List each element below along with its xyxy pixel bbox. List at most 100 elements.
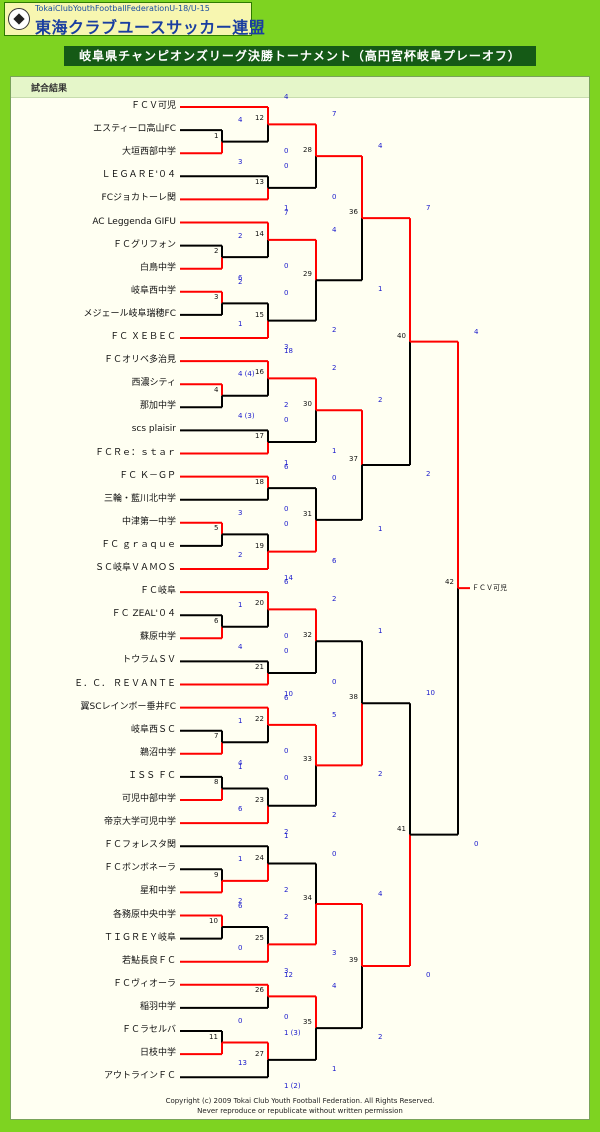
team-name[interactable]: トウラムＳＶ <box>122 655 176 666</box>
match-score: 7 <box>332 110 337 119</box>
match-score: 5 <box>332 710 337 719</box>
match-number: 3 <box>214 293 219 302</box>
match-number: 22 <box>255 714 264 723</box>
match-score: 1 <box>238 601 243 610</box>
match-number: 25 <box>255 934 264 943</box>
match-number: 33 <box>303 755 312 764</box>
team-name[interactable]: Ｅ．Ｃ． ＲＥＶＡＮＴＥ <box>74 678 176 689</box>
team-name[interactable]: エスティーロ高山FC <box>93 124 176 135</box>
match-score: 2 <box>426 470 431 479</box>
match-number: 34 <box>303 893 312 902</box>
team-name[interactable]: ＬＥＧＡＲＥ'０４ <box>101 170 176 181</box>
team-name[interactable]: ＴＩＧＲＥＹ岐阜 <box>103 932 176 943</box>
match-number: 6 <box>214 616 219 625</box>
match-score: 1 <box>238 716 243 725</box>
team-name[interactable]: ＦＣラセルバ <box>121 1025 176 1035</box>
match-score: 0 <box>284 647 289 656</box>
champion-label: ＦＣＶ可児 <box>472 584 507 593</box>
team-name[interactable]: 各務原中央中学 <box>112 909 176 920</box>
team-name[interactable]: 星和中学 <box>139 886 176 897</box>
team-name[interactable]: ＦＣ ＸＥＢＥＣ <box>110 332 176 342</box>
match-score: 2 <box>332 364 337 373</box>
match-score: 2 <box>332 810 337 819</box>
team-name[interactable]: ＦＣ ZEAL'０４ <box>111 609 176 620</box>
team-name[interactable]: ＦＣフォレスタ関 <box>103 840 176 851</box>
team-name[interactable]: 那加中学 <box>139 401 176 412</box>
team-name[interactable]: 翼SCレインボー垂井FC <box>80 701 176 712</box>
reproduction-notice: Never reproduce or republicate without w… <box>197 1107 403 1115</box>
match-score: 0 <box>284 146 289 155</box>
team-name[interactable]: 可児中部中学 <box>121 794 176 804</box>
match-number: 2 <box>214 247 219 256</box>
match-number: 41 <box>397 824 406 833</box>
match-score: 13 <box>238 1059 247 1068</box>
match-number: 18 <box>255 478 264 487</box>
match-number: 30 <box>303 400 312 409</box>
match-score: 2 <box>238 897 243 906</box>
match-score: 0 <box>284 504 289 513</box>
team-name[interactable]: ＦＣボンボネーラ <box>103 863 176 874</box>
team-name[interactable]: ＦＣ Ｋ－ＧＰ <box>119 470 176 481</box>
team-name[interactable]: 中津第一中学 <box>121 516 176 527</box>
logo-title: 東海クラブユースサッカー連盟 <box>35 18 266 37</box>
team-name[interactable]: アウトラインＦＣ <box>103 1071 176 1082</box>
team-name[interactable]: ＦＣＶ可児 <box>130 101 176 111</box>
match-number: 29 <box>303 270 312 279</box>
team-name[interactable]: 西濃シティ <box>131 378 176 389</box>
match-number: 4 <box>214 385 219 394</box>
team-name[interactable]: メジェール岐阜瑞穂FC <box>83 308 176 319</box>
match-score: 0 <box>284 262 289 271</box>
match-score: 4 <box>332 982 337 991</box>
match-score: 4 <box>238 758 243 767</box>
match-score: 0 <box>284 774 289 783</box>
match-score: 6 <box>284 578 289 587</box>
team-name[interactable]: FCジョカトーレ関 <box>101 193 176 204</box>
match-number: 16 <box>255 368 264 377</box>
match-score: 4 <box>238 643 243 652</box>
team-name[interactable]: ＦＣヴィオーラ <box>112 978 176 989</box>
match-score: 4 (4) <box>238 370 255 379</box>
match-number: 37 <box>349 455 358 464</box>
team-name[interactable]: ＩＳＳ ＦＣ <box>128 770 176 781</box>
team-name[interactable]: ＳＣ岐阜ＶＡＭＯＳ <box>94 563 176 573</box>
match-score: 2 <box>238 550 243 559</box>
team-name[interactable]: ＦＣＲｅ：ｓｔａｒ <box>94 447 176 458</box>
match-number: 39 <box>349 956 358 965</box>
team-name[interactable]: scs plaisir <box>131 424 176 435</box>
team-name[interactable]: ＦＣオリベ多治見 <box>103 355 176 366</box>
match-score: 4 <box>474 327 479 336</box>
results-panel: 試合結果 <box>10 76 590 1120</box>
team-name[interactable]: 鵜沼中学 <box>139 747 176 758</box>
match-number: 15 <box>255 310 264 319</box>
team-name[interactable]: 帝京大学可児中学 <box>103 817 176 828</box>
match-number: 5 <box>214 524 219 533</box>
team-name[interactable]: 蘇原中学 <box>139 632 176 643</box>
team-name[interactable]: 白鳥中学 <box>139 262 176 273</box>
copyright-text: Copyright (c) 2009 Tokai Club Youth Foot… <box>165 1097 435 1105</box>
match-number: 14 <box>255 229 264 238</box>
match-number: 26 <box>255 986 264 995</box>
match-score: 0 <box>284 162 289 171</box>
team-name[interactable]: ＦＣ ｇｒａｑｕｅ <box>101 539 176 550</box>
team-name[interactable]: ＦＣグリフォン <box>112 239 176 250</box>
match-score: 3 <box>284 966 289 975</box>
team-name[interactable]: AC Leggenda GIFU <box>92 216 176 227</box>
team-name[interactable]: 若鮎長良ＦＣ <box>121 955 176 966</box>
team-name[interactable]: 大垣西部中学 <box>121 147 176 158</box>
team-name[interactable]: 日枝中学 <box>139 1048 176 1059</box>
team-name[interactable]: 岐阜西ＳＣ <box>130 724 176 735</box>
team-name[interactable]: ＦＣ岐阜 <box>139 586 176 597</box>
match-score: 6 <box>238 273 243 282</box>
match-score: 3 <box>238 508 243 517</box>
team-name[interactable]: 稲羽中学 <box>139 1001 176 1012</box>
match-score: 1 <box>332 446 337 455</box>
match-number: 10 <box>209 917 218 926</box>
team-name[interactable]: 三輪・藍川北中学 <box>103 493 176 504</box>
match-score: 4 (3) <box>238 412 255 421</box>
team-name[interactable]: 岐阜西中学 <box>130 285 176 296</box>
match-number: 11 <box>209 1032 218 1041</box>
match-score: 14 <box>284 574 293 582</box>
match-number: 40 <box>397 331 406 340</box>
federation-logo[interactable]: TokaiClubYouthFootballFederationU-18/U-1… <box>4 2 265 37</box>
